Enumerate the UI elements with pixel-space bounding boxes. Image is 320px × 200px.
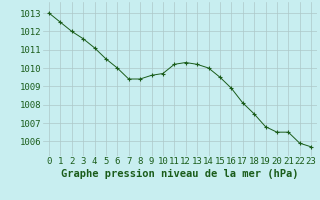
X-axis label: Graphe pression niveau de la mer (hPa): Graphe pression niveau de la mer (hPa) <box>61 169 299 179</box>
